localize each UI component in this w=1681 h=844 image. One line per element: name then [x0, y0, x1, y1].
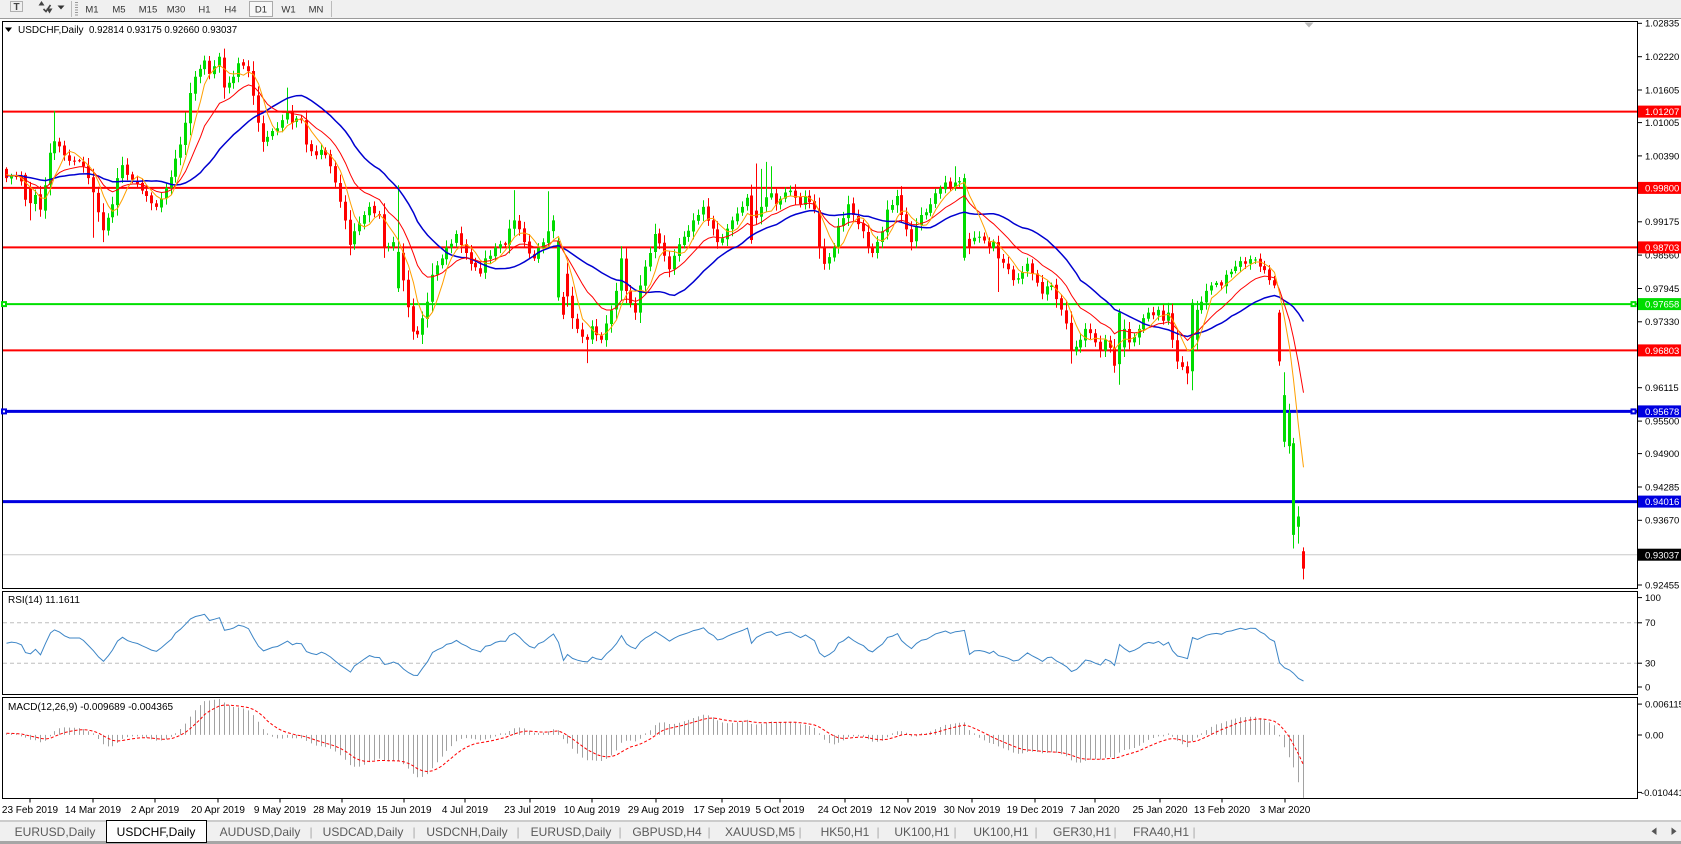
svg-text:24 Oct 2019: 24 Oct 2019	[818, 805, 873, 816]
svg-text:0.93037: 0.93037	[1645, 550, 1679, 561]
svg-text:UK100,H1: UK100,H1	[973, 825, 1029, 839]
svg-text:T: T	[13, 2, 19, 13]
svg-text:|: |	[798, 825, 801, 839]
svg-text:HK50,H1: HK50,H1	[821, 825, 870, 839]
svg-text:7 Jan 2020: 7 Jan 2020	[1070, 805, 1120, 816]
svg-text:UK100,H1: UK100,H1	[894, 825, 950, 839]
svg-text:FRA40,H1: FRA40,H1	[1133, 825, 1189, 839]
svg-text:0.96803: 0.96803	[1645, 346, 1679, 357]
svg-text:19 Dec 2019: 19 Dec 2019	[1007, 805, 1064, 816]
svg-text:70: 70	[1645, 618, 1656, 629]
svg-text:RSI(14) 11.1611: RSI(14) 11.1611	[8, 595, 80, 606]
svg-text:1.00390: 1.00390	[1645, 151, 1679, 162]
svg-text:4 Jul 2019: 4 Jul 2019	[442, 805, 489, 816]
svg-text:0.94016: 0.94016	[1645, 497, 1679, 508]
svg-text:MN: MN	[309, 5, 324, 16]
svg-text:MACD(12,26,9) -0.009689 -0.004: MACD(12,26,9) -0.009689 -0.004365	[8, 702, 174, 713]
svg-text:0.93670: 0.93670	[1645, 516, 1679, 527]
svg-text:|: |	[707, 825, 710, 839]
svg-text:13 Feb 2020: 13 Feb 2020	[1194, 805, 1251, 816]
svg-text:1.02220: 1.02220	[1645, 52, 1679, 63]
svg-text:0.99800: 0.99800	[1645, 184, 1679, 195]
svg-text:|: |	[309, 825, 312, 839]
svg-text:29 Aug 2019: 29 Aug 2019	[628, 805, 685, 816]
svg-text:15 Jun 2019: 15 Jun 2019	[376, 805, 431, 816]
svg-text:M30: M30	[167, 5, 185, 16]
svg-text:USDCHF,Daily: USDCHF,Daily	[117, 825, 196, 839]
svg-text:0.96115: 0.96115	[1645, 383, 1679, 394]
svg-text:5 Oct 2019: 5 Oct 2019	[756, 805, 805, 816]
svg-text:10 Aug 2019: 10 Aug 2019	[564, 805, 621, 816]
svg-text:0.92455: 0.92455	[1645, 580, 1679, 591]
svg-text:0.94285: 0.94285	[1645, 482, 1679, 493]
svg-text:EURUSD,Daily: EURUSD,Daily	[15, 825, 96, 839]
svg-text:|: |	[953, 825, 956, 839]
svg-text:M1: M1	[85, 5, 98, 16]
svg-text:25 Jan 2020: 25 Jan 2020	[1132, 805, 1187, 816]
svg-text:EURUSD,Daily: EURUSD,Daily	[531, 825, 612, 839]
svg-text:1.01605: 1.01605	[1645, 85, 1679, 96]
svg-text:|: |	[876, 825, 879, 839]
svg-text:2 Apr 2019: 2 Apr 2019	[131, 805, 180, 816]
svg-text:0.00: 0.00	[1645, 730, 1664, 741]
svg-text:17 Sep 2019: 17 Sep 2019	[694, 805, 751, 816]
svg-text:30 Nov 2019: 30 Nov 2019	[944, 805, 1001, 816]
svg-text:0.97330: 0.97330	[1645, 317, 1679, 328]
svg-text:-0.010441: -0.010441	[1641, 788, 1681, 799]
svg-text:XAUUSD,M5: XAUUSD,M5	[725, 825, 795, 839]
svg-text:|: |	[516, 825, 519, 839]
svg-text:23 Jul 2019: 23 Jul 2019	[504, 805, 556, 816]
svg-text:GBPUSD,H4: GBPUSD,H4	[632, 825, 702, 839]
svg-text:USDCAD,Daily: USDCAD,Daily	[323, 825, 404, 839]
svg-text:100: 100	[1645, 593, 1661, 604]
svg-text:1.02835: 1.02835	[1645, 19, 1679, 30]
svg-text:0.95678: 0.95678	[1645, 407, 1679, 418]
svg-text:0.99175: 0.99175	[1645, 217, 1679, 228]
svg-text:M15: M15	[139, 5, 157, 16]
svg-text:12 Nov 2019: 12 Nov 2019	[880, 805, 937, 816]
svg-text:28 May 2019: 28 May 2019	[313, 805, 371, 816]
svg-text:H1: H1	[198, 5, 210, 16]
svg-text:|: |	[1034, 825, 1037, 839]
svg-text:|: |	[618, 825, 621, 839]
svg-text:|: |	[412, 825, 415, 839]
svg-text:0.006115: 0.006115	[1645, 700, 1681, 711]
svg-text:1.01005: 1.01005	[1645, 118, 1679, 129]
svg-text:GER30,H1: GER30,H1	[1053, 825, 1111, 839]
svg-text:USDCHF,Daily: USDCHF,Daily	[18, 25, 84, 36]
svg-text:|: |	[1192, 825, 1195, 839]
svg-text:0.98560: 0.98560	[1645, 251, 1679, 262]
svg-text:3 Mar 2020: 3 Mar 2020	[1260, 805, 1311, 816]
svg-text:AUDUSD,Daily: AUDUSD,Daily	[220, 825, 301, 839]
svg-text:0: 0	[1645, 682, 1650, 693]
svg-text:0.97658: 0.97658	[1645, 300, 1679, 311]
svg-text:H4: H4	[224, 5, 236, 16]
svg-text:1.01207: 1.01207	[1645, 107, 1679, 118]
svg-text:USDCNH,Daily: USDCNH,Daily	[426, 825, 507, 839]
svg-text:W1: W1	[281, 5, 295, 16]
svg-text:30: 30	[1645, 659, 1656, 670]
svg-text:D1: D1	[255, 5, 267, 16]
svg-text:0.97945: 0.97945	[1645, 284, 1679, 295]
svg-text:9 May 2019: 9 May 2019	[254, 805, 307, 816]
svg-text:|: |	[1113, 825, 1116, 839]
svg-text:20 Apr 2019: 20 Apr 2019	[191, 805, 245, 816]
svg-text:0.92814 0.93175 0.92660 0.9303: 0.92814 0.93175 0.92660 0.93037	[89, 25, 237, 36]
svg-text:0.95500: 0.95500	[1645, 417, 1679, 428]
svg-text:M5: M5	[112, 5, 125, 16]
svg-text:0.98703: 0.98703	[1645, 243, 1679, 254]
svg-text:23 Feb 2019: 23 Feb 2019	[2, 805, 59, 816]
svg-text:0.94900: 0.94900	[1645, 449, 1679, 460]
svg-text:14 Mar 2019: 14 Mar 2019	[65, 805, 122, 816]
